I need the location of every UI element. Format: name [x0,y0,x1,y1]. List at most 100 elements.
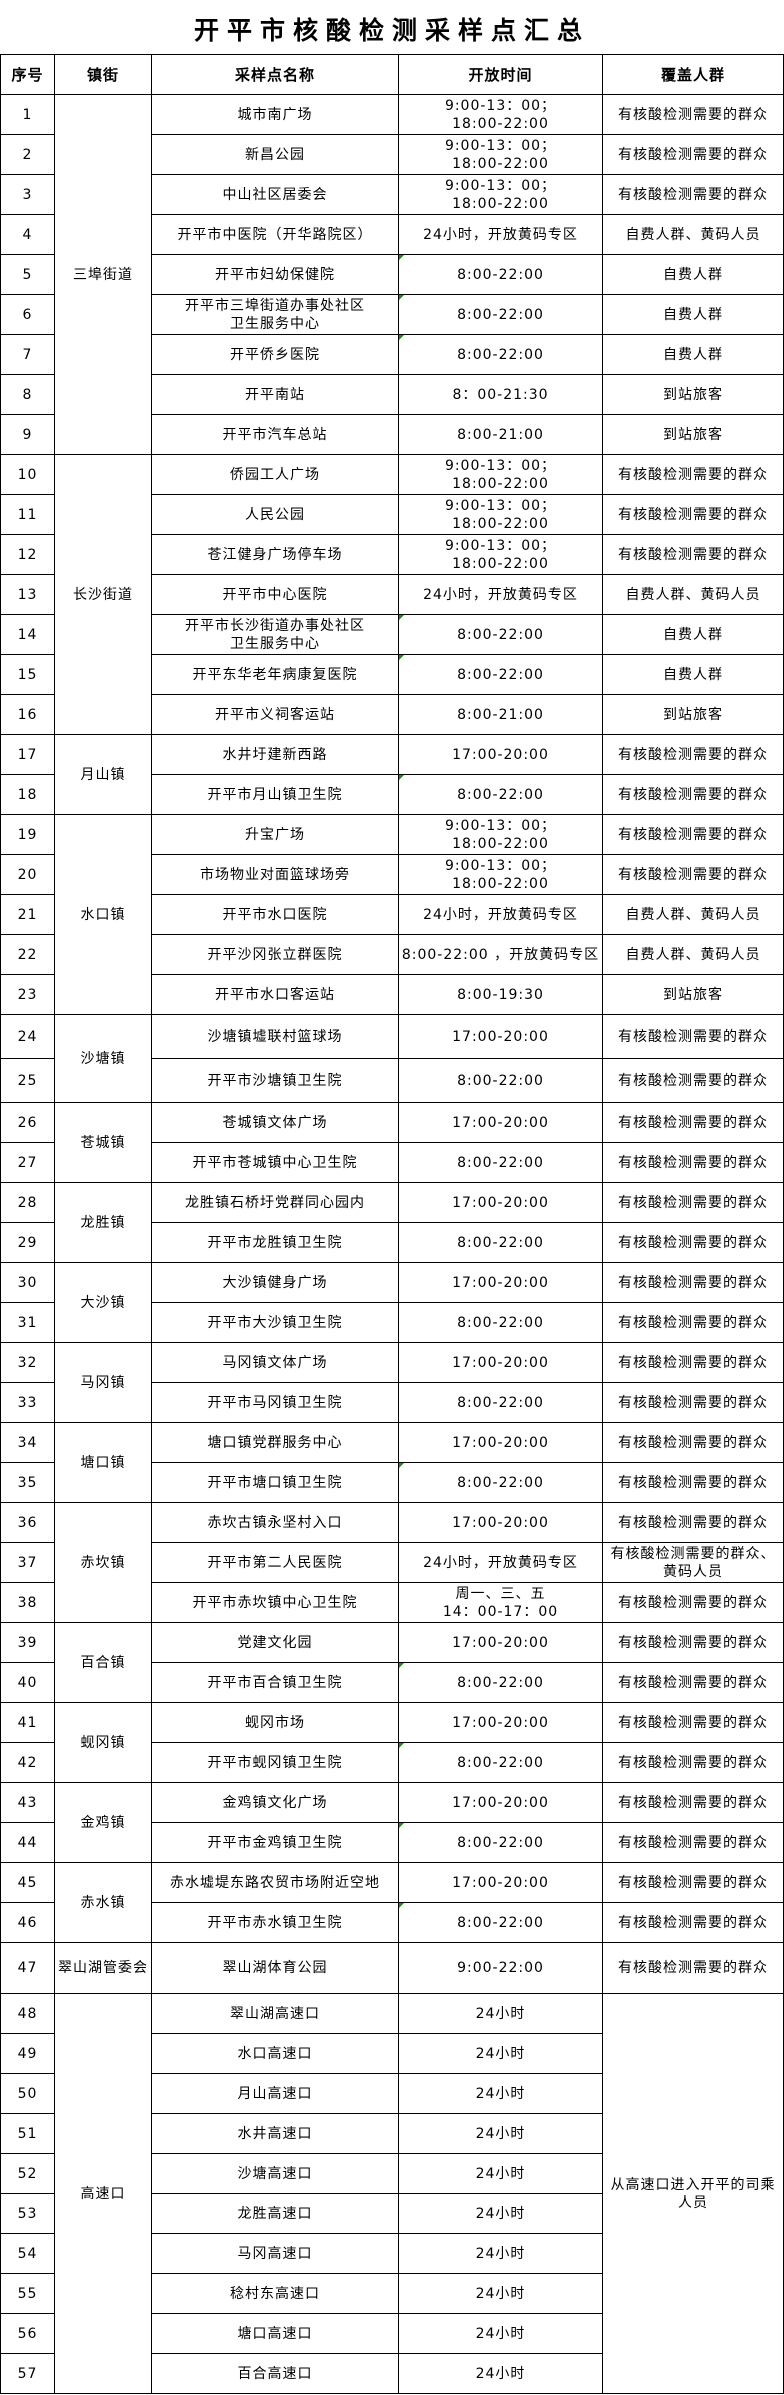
row-number-cell: 15 [0,654,55,695]
audience-cell: 有核酸检测需要的群众 [602,1502,784,1543]
table-row: 45 赤水镇 赤水墟堤东路农贸市场附近空地 17:00-20:00 有核酸检测需要的群众 [0,1862,784,1943]
table-row: 14 开平市长沙街道办事处社区 卫生服务中心 8:00-22:00 自费人群 [0,614,784,655]
comment-marker-icon [399,655,404,660]
open-time-text: 8:00-22:00 [457,1394,544,1411]
open-time-text: 24小时 [475,2165,526,2182]
district-cell: 赤水镇 [54,1862,152,1943]
comment-marker-icon [399,335,404,340]
audience-cell: 到站旅客 [602,374,784,415]
district-cell: 大沙镇 [54,1262,152,1343]
audience-cell: 到站旅客 [602,414,784,455]
row-number-cell: 51 [0,2113,55,2154]
open-time-cell: 24小时 [398,2033,603,2074]
site-name-cell: 翠山湖体育公园 [151,1942,399,1994]
open-time-text: 24小时，开放黄码专区 [423,586,578,603]
audience-cell: 自费人群 [602,254,784,295]
row-number-cell: 52 [0,2153,55,2194]
comment-marker-icon [399,615,404,620]
district-cell: 苍城镇 [54,1102,152,1183]
audience-cell: 有核酸检测需要的群众 [602,854,784,895]
table-row: 41 蚬冈镇 蚬冈市场 17:00-20:00 有核酸检测需要的群众 [0,1702,784,1783]
open-time-cell: 8:00-22:00 [398,1462,603,1503]
table-row: 43 金鸡镇 金鸡镇文化广场 17:00-20:00 有核酸检测需要的群众 [0,1782,784,1863]
open-time-text: 8:00-22:00 [457,1674,544,1691]
site-name-cell: 马冈镇文体广场 [151,1342,399,1383]
open-time-text: 17:00-20:00 [452,1434,549,1451]
table-row: 36 赤坎镇 赤坎古镇永坚村入口 17:00-20:00 有核酸检测需要的群众 [0,1502,784,1623]
audience-cell: 有核酸检测需要的群众 [602,1942,784,1994]
site-name-cell: 人民公园 [151,494,399,535]
site-name-cell: 开平市大沙镇卫生院 [151,1302,399,1343]
open-time-text: 8:00-22:00 [457,1314,544,1331]
table-row: 48 高速口 翠山湖高速口 24小时 从高速口进入开平的司乘 人员 [0,1993,784,2394]
open-time-text: 17:00-20:00 [452,746,549,763]
site-name-cell: 沙塘镇墟联村篮球场 [151,1014,399,1059]
open-time-cell: 8:00-21:00 [398,694,603,735]
table-row: 34 塘口镇 塘口镇党群服务中心 17:00-20:00 有核酸检测需要的群众 [0,1422,784,1503]
row-number-cell: 5 [0,254,55,295]
site-name-cell: 开平市中医院（开华路院区） [151,214,399,255]
audience-cell: 有核酸检测需要的群众 [602,1182,784,1223]
table-row: 53 龙胜高速口 24小时 [0,2193,784,2234]
table-row: 57 百合高速口 24小时 [0,2353,784,2394]
site-name-cell: 开平市水口客运站 [151,974,399,1015]
open-time-text: 8:00-22:00 [457,346,544,363]
open-time-cell: 17:00-20:00 [398,1342,603,1383]
row-number-cell: 4 [0,214,55,255]
table-row: 28 龙胜镇 龙胜镇石桥圩党群同心园内 17:00-20:00 有核酸检测需要的群众 [0,1182,784,1263]
audience-cell: 自费人群 [602,654,784,695]
open-time-text: 24小时 [475,2205,526,2222]
site-name-cell: 开平市龙胜镇卫生院 [151,1222,399,1263]
open-time-text: 8：00-21:30 [452,386,549,403]
row-number-cell: 2 [0,134,55,175]
audience-cell: 自费人群 [602,294,784,335]
open-time-text: 8:00-22:00 [457,1474,544,1491]
row-number-cell: 23 [0,974,55,1015]
audience-cell: 到站旅客 [602,974,784,1015]
audience-cell: 自费人群、黄码人员 [602,934,784,975]
open-time-cell: 24小时，开放黄码专区 [398,574,603,615]
open-time-cell: 24小时，开放黄码专区 [398,214,603,255]
row-number-cell: 42 [0,1742,55,1783]
site-name-cell: 水井高速口 [151,2113,399,2154]
row-number-cell: 41 [0,1702,55,1743]
site-name-cell: 开平市汽车总站 [151,414,399,455]
audience-cell: 有核酸检测需要的群众 [602,814,784,855]
site-name-cell: 翠山湖高速口 [151,1993,399,2034]
table-row: 24 沙塘镇 沙塘镇墟联村篮球场 17:00-20:00 有核酸检测需要的群众 [0,1014,784,1103]
open-time-text: 8:00-22:00 [457,306,544,323]
open-time-text: 17:00-20:00 [452,1194,549,1211]
table-row: 10 长沙街道 侨园工人广场 9:00-13：00； 18:00-22:00 有核酸检测… [0,454,784,735]
audience-cell: 有核酸检测需要的群众 [602,134,784,175]
row-number-cell: 10 [0,454,55,495]
row-number-cell: 21 [0,894,55,935]
table-row: 16 开平市义祠客运站 8:00-21:00 到站旅客 [0,694,784,735]
row-number-cell: 17 [0,734,55,775]
district-cell: 马冈镇 [54,1342,152,1423]
table-row: 23 开平市水口客运站 8:00-19:30 到站旅客 [0,974,784,1015]
row-number-cell: 48 [0,1993,55,2034]
open-time-cell: 9:00-13：00； 18:00-22:00 [398,94,603,135]
audience-cell: 有核酸检测需要的群众 [602,1142,784,1183]
open-time-text: 17:00-20:00 [452,1028,549,1045]
table-body: 1 三埠街道 城市南广场 9:00-13：00； 18:00-22:00 有核酸检测需要… [0,94,784,2394]
row-number-cell: 40 [0,1662,55,1703]
site-name-cell: 开平市蚬冈镇卫生院 [151,1742,399,1783]
open-time-text: 24小时 [475,2125,526,2142]
audience-cell: 有核酸检测需要的群众 [602,1742,784,1783]
table-row: 51 水井高速口 24小时 [0,2113,784,2154]
header-site-name: 采样点名称 [151,54,399,95]
open-time-text: 8:00-22:00 [457,626,544,643]
site-name-cell: 开平南站 [151,374,399,415]
open-time-cell: 9:00-13：00； 18:00-22:00 [398,814,603,855]
open-time-cell: 8：00-21:30 [398,374,603,415]
audience-cell: 有核酸检测需要的群众 [602,1262,784,1303]
table-row: 56 塘口高速口 24小时 [0,2313,784,2354]
table-row: 27 开平市苍城镇中心卫生院 8:00-22:00 有核酸检测需要的群众 [0,1142,784,1183]
open-time-cell: 17:00-20:00 [398,1422,603,1463]
row-number-cell: 28 [0,1182,55,1223]
open-time-cell: 8:00-22:00 [398,774,603,815]
audience-cell: 自费人群 [602,334,784,375]
sampling-sites-table: 序号 镇街 采样点名称 开放时间 覆盖人群 1 三埠街道 城市南广场 9:00-13：… [0,54,784,2394]
open-time-text: 8:00-22:00 [457,786,544,803]
